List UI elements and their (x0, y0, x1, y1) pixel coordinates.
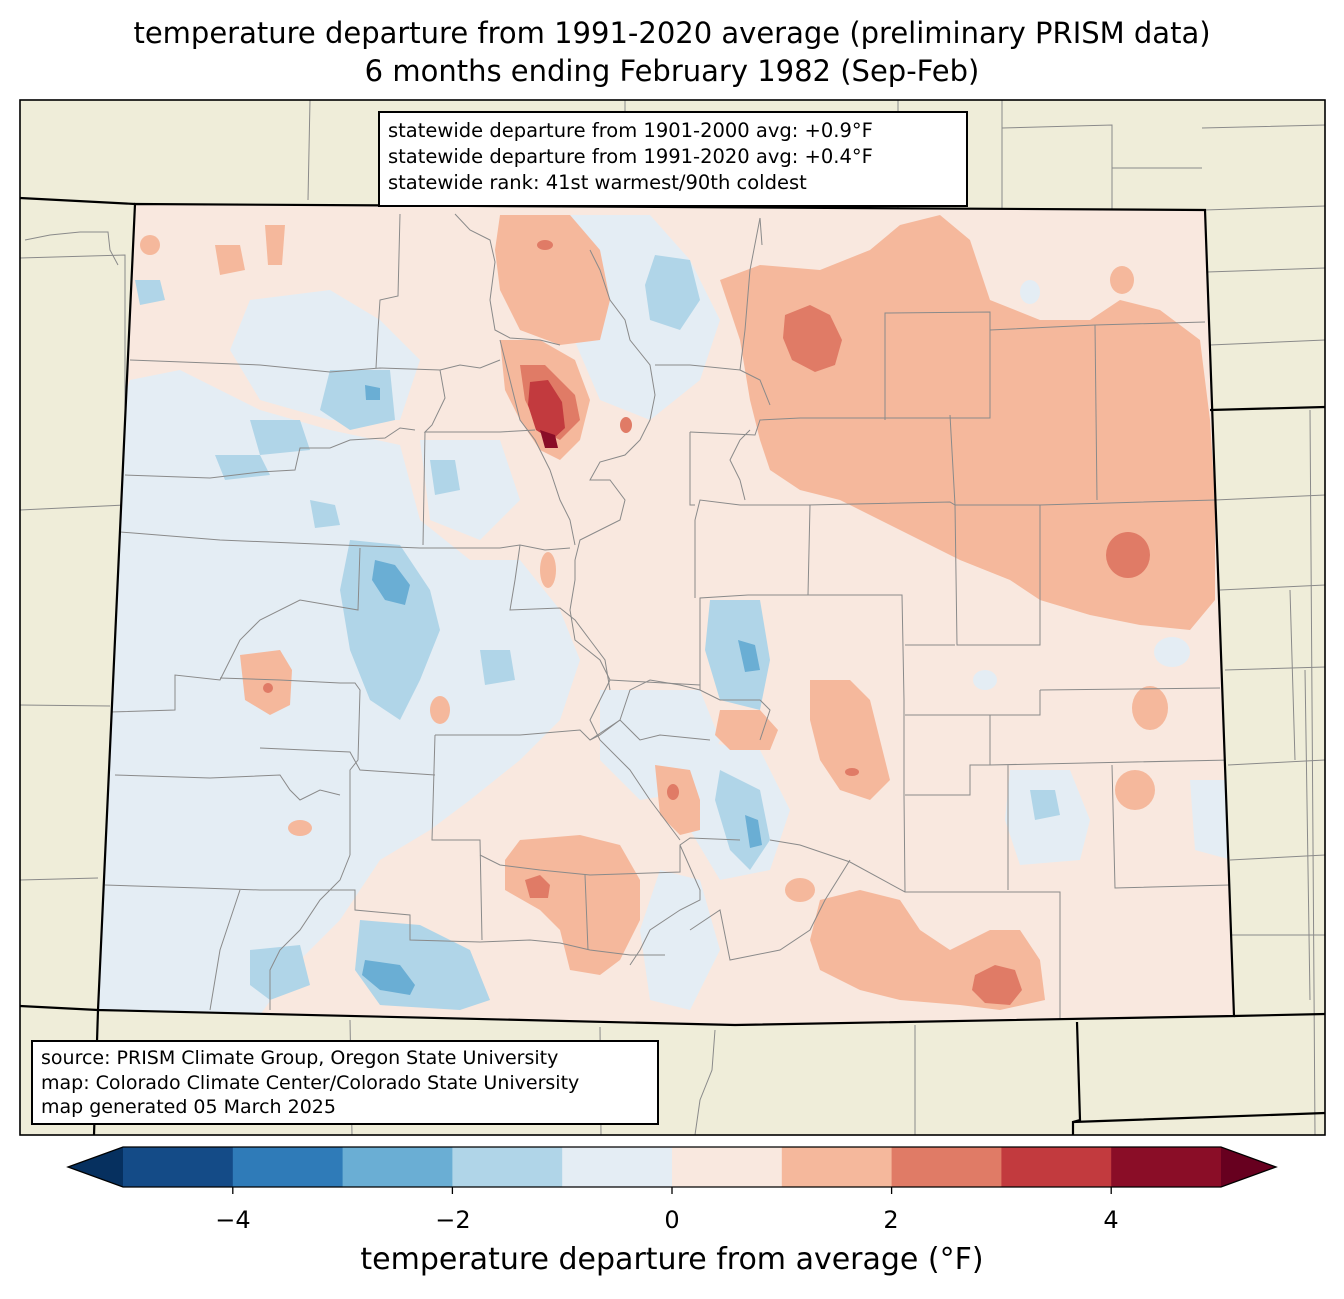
statewide-rank: statewide rank: 41st warmest/90th coldes… (388, 171, 807, 194)
statewide-departure-1991-2020: statewide departure from 1991-2020 avg: … (388, 145, 873, 168)
oklahoma-texas-border (1071, 1021, 1325, 1135)
colorbar-segment (123, 1147, 234, 1187)
colorbar-under-arrow (68, 1147, 123, 1187)
colorbar-tick-label: −4 (215, 1206, 251, 1234)
map-subtitle: 6 months ending February 1982 (Sep-Feb) (364, 54, 980, 88)
colorbar-segment (1001, 1147, 1112, 1187)
colorbar-segment (342, 1147, 453, 1187)
statewide-stats-box: statewide departure from 1901-2000 avg: … (378, 111, 968, 207)
colorado-border (96, 202, 1236, 1027)
nebraska-kansas-border (1209, 405, 1325, 412)
source-box: source: PRISM Climate Group, Oregon Stat… (31, 1040, 659, 1125)
colorbar-tick-label: −2 (435, 1206, 471, 1234)
colorbar-segment (891, 1147, 1002, 1187)
map-frame (20, 100, 1325, 1135)
colorbar-outline (66, 1146, 1278, 1188)
colorbar-segment (562, 1147, 673, 1187)
colorbar-segment (232, 1147, 344, 1187)
source-credit: source: PRISM Climate Group, Oregon Stat… (41, 1047, 559, 1069)
colorbar-over-arrow (1221, 1147, 1276, 1187)
temperature-departure-field (98, 204, 1234, 1025)
colorbar-tick-label: 2 (883, 1206, 899, 1234)
map-title: temperature departure from 1991-2020 ave… (133, 16, 1211, 50)
utah-wyoming-border (20, 196, 136, 206)
map-border (19, 99, 1326, 1136)
statewide-departure-1901-2000: statewide departure from 1901-2000 avg: … (388, 119, 873, 142)
colorbar-tick-label: 0 (664, 1206, 680, 1234)
field-hot (528, 380, 565, 448)
map-credit: map: Colorado Climate Center/Colorado St… (41, 1071, 580, 1094)
colorbar (66, 1146, 1278, 1194)
generated-date: map generated 05 March 2025 (41, 1096, 336, 1118)
state-boundaries (20, 196, 1325, 1135)
field-more-warm (263, 240, 1150, 1005)
utah-arizona-border (20, 1004, 99, 1012)
field-cool (135, 255, 1060, 1010)
county-lines (104, 213, 1231, 1020)
kansas-oklahoma-border (1233, 1012, 1325, 1018)
colorbar-segment (452, 1147, 563, 1187)
colorbar-tick-label: 4 (1103, 1206, 1119, 1234)
field-moderate-cool (362, 385, 762, 995)
colorbar-segment (672, 1147, 783, 1187)
colorbar-segment (1111, 1147, 1222, 1187)
colorbar-segment (781, 1147, 893, 1187)
colorbar-label: temperature departure from average (°F) (360, 1242, 984, 1277)
